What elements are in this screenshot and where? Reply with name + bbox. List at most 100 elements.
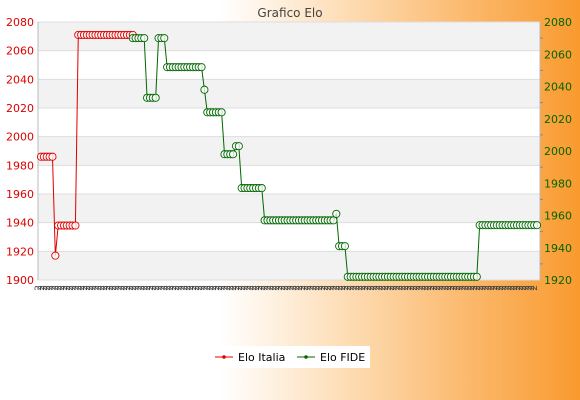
y-right-tick-label: 1940 xyxy=(544,242,572,255)
x-tick-label: 2 xyxy=(48,285,58,291)
x-tick-label: 2 xyxy=(243,285,253,291)
x-tick-label: 2 xyxy=(143,285,153,291)
x-tick-label: 2 xyxy=(192,285,202,291)
x-tick-label: 2 xyxy=(160,285,170,291)
x-tick-label: 2 xyxy=(149,285,159,291)
y-left-tick-label: 1920 xyxy=(6,245,34,258)
x-tick-label: 2 xyxy=(312,285,322,291)
x-tick-label: 2 xyxy=(195,285,205,291)
x-tick-label: 2 xyxy=(91,285,101,291)
x-tick-label: 2 xyxy=(341,285,351,291)
x-tick-label: 2 xyxy=(217,285,227,291)
x-tick-label: 2 xyxy=(498,285,508,291)
x-tick-label: 2 xyxy=(220,285,230,291)
x-tick-label: 2 xyxy=(111,285,121,291)
x-tick-label: 2 xyxy=(37,285,47,291)
x-tick-label: 2 xyxy=(223,285,233,291)
x-tick-label: 2 xyxy=(309,285,319,291)
legend-marker-italia xyxy=(222,355,226,359)
x-tick-label: 2 xyxy=(169,285,179,291)
x-tick-label: 2 xyxy=(375,285,385,291)
y-left-tick-label: 2000 xyxy=(6,131,34,144)
series-layer xyxy=(36,30,542,281)
x-tick-label: 2 xyxy=(412,285,422,291)
x-tick-label: 2 xyxy=(315,285,325,291)
elo-italia-point xyxy=(71,221,80,230)
x-tick-label: 2 xyxy=(478,285,488,291)
x-tick-label: 2 xyxy=(258,285,268,291)
y-left-tick-label: 1960 xyxy=(6,188,34,201)
x-tick-label: 2 xyxy=(226,285,236,291)
x-tick-label: 2 xyxy=(335,285,345,291)
x-tick-label: 2 xyxy=(438,285,448,291)
y-right-tick-label: 1960 xyxy=(544,210,572,223)
x-tick-label: 2 xyxy=(66,285,76,291)
x-tick-label: 2 xyxy=(235,285,245,291)
x-tick-label: 2 xyxy=(504,285,514,291)
x-tick-label: 2 xyxy=(298,285,308,291)
x-tick-label: 2 xyxy=(34,285,44,291)
elo-fide-point xyxy=(532,221,542,230)
elo-fide-point xyxy=(197,63,206,72)
x-tick-label: 2 xyxy=(278,285,288,291)
x-tick-label: 2 xyxy=(232,285,242,291)
plot-area xyxy=(38,21,540,281)
x-tick-label: 2 xyxy=(77,285,87,291)
x-tick-label: 2 xyxy=(209,285,219,291)
x-tick-label: 2 xyxy=(100,285,110,291)
x-tick-label: 2 xyxy=(415,285,425,291)
x-tick-label: 2 xyxy=(513,285,523,291)
x-tick-label: 2 xyxy=(481,285,491,291)
x-tick-label: 2 xyxy=(269,285,279,291)
elo-fide-point xyxy=(332,209,341,218)
x-tick-label: 2 xyxy=(404,285,414,291)
x-tick-label: 2 xyxy=(332,285,342,291)
x-tick-label: 2 xyxy=(131,285,141,291)
x-tick-label: 2 xyxy=(347,285,357,291)
legend-marker-fide xyxy=(304,355,308,359)
x-tick-label: 2 xyxy=(83,285,93,291)
x-tick-label: 2 xyxy=(86,285,96,291)
x-axis-tick-labels: 2222222222222222222222222222222222222222… xyxy=(34,285,540,291)
grid-band xyxy=(38,79,540,108)
x-tick-label: 2 xyxy=(306,285,316,291)
y-right-tick-label: 1920 xyxy=(544,274,572,287)
x-tick-label: 2 xyxy=(154,285,164,291)
y-right-tick-label: 2080 xyxy=(544,16,572,29)
x-tick-label: 2 xyxy=(427,285,437,291)
x-tick-label: 2 xyxy=(197,285,207,291)
x-tick-label: 2 xyxy=(355,285,365,291)
x-tick-label: 2 xyxy=(418,285,428,291)
x-tick-label: 2 xyxy=(203,285,213,291)
x-tick-label: 2 xyxy=(349,285,359,291)
x-tick-label: 2 xyxy=(447,285,457,291)
x-tick-label: 2 xyxy=(120,285,130,291)
x-tick-label: 2 xyxy=(484,285,494,291)
x-tick-label: 2 xyxy=(51,285,61,291)
x-tick-label: 2 xyxy=(215,285,225,291)
x-tick-label: 2 xyxy=(372,285,382,291)
x-tick-label: 2 xyxy=(289,285,299,291)
x-tick-label: 2 xyxy=(249,285,259,291)
x-tick-label: 2 xyxy=(180,285,190,291)
x-tick-label: 2 xyxy=(516,285,526,291)
y-left-tick-label: 1900 xyxy=(6,274,34,287)
elo-italia-point xyxy=(48,152,57,161)
x-tick-label: 2 xyxy=(329,285,339,291)
x-tick-label: 2 xyxy=(146,285,156,291)
x-tick-label: 2 xyxy=(510,285,520,291)
x-tick-label: 2 xyxy=(467,285,477,291)
x-tick-label: 2 xyxy=(369,285,379,291)
x-tick-label: 2 xyxy=(272,285,282,291)
elo-italia-point xyxy=(51,251,60,260)
y-left-tick-label: 2080 xyxy=(6,16,34,29)
x-tick-label: 2 xyxy=(174,285,184,291)
x-tick-label: 2 xyxy=(71,285,81,291)
x-tick-label: 2 xyxy=(458,285,468,291)
x-tick-label: 2 xyxy=(63,285,73,291)
x-tick-label: 2 xyxy=(166,285,176,291)
x-tick-label: 2 xyxy=(453,285,463,291)
x-tick-label: 2 xyxy=(246,285,256,291)
